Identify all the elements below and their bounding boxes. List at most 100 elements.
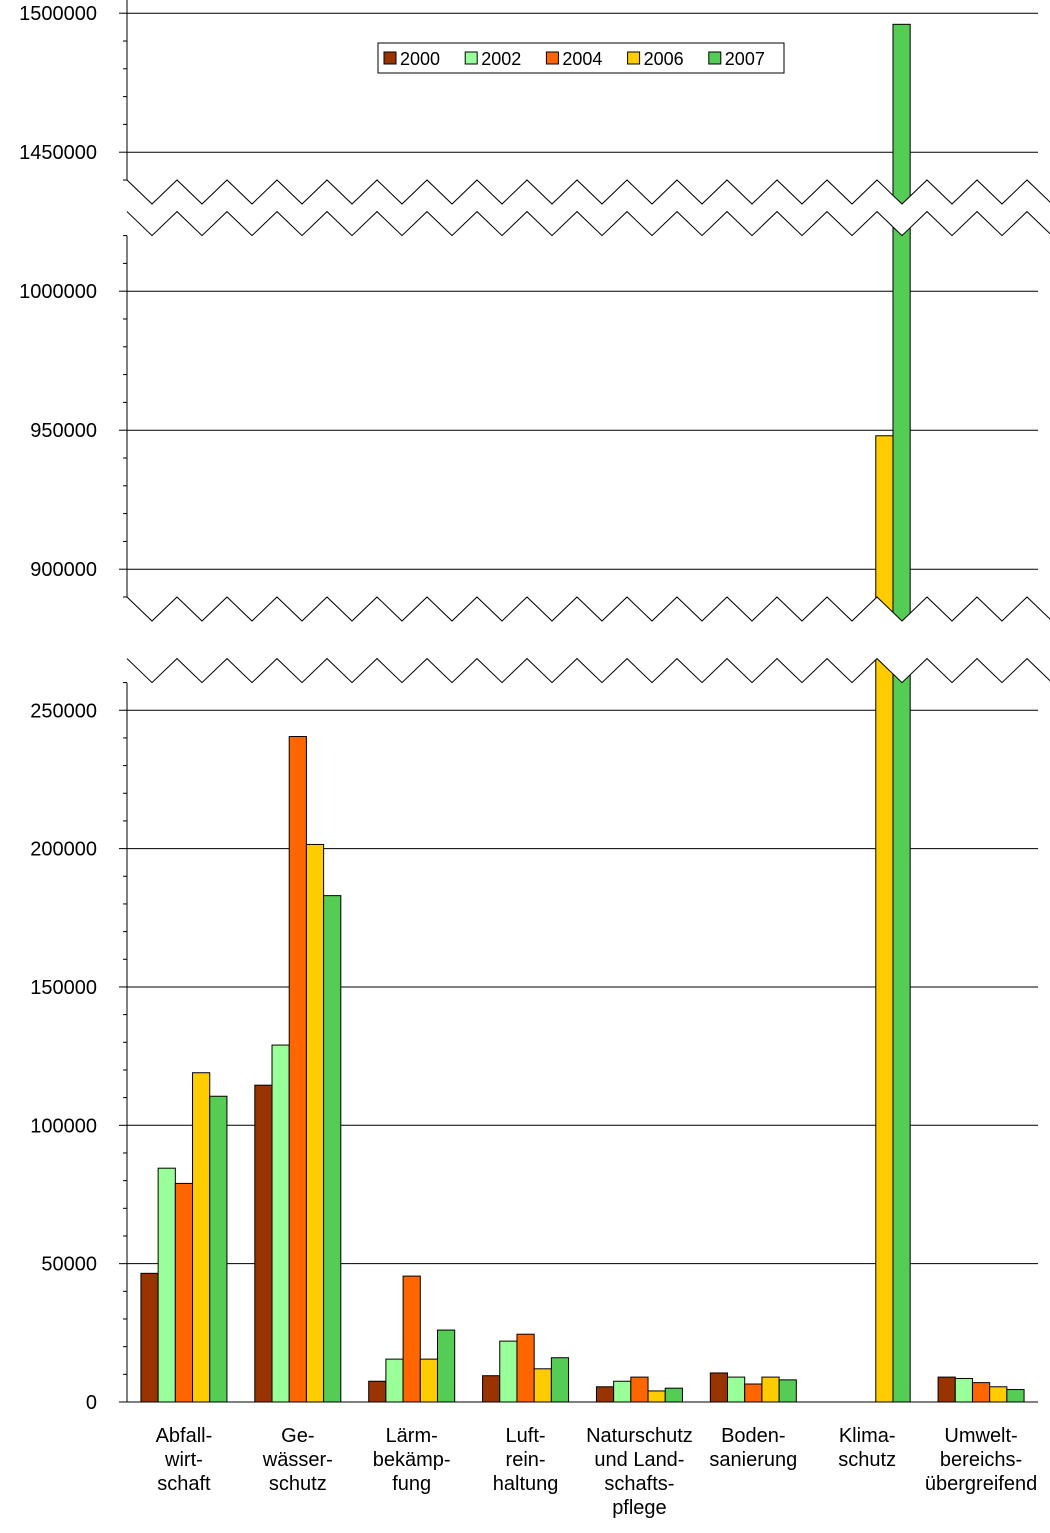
legend-swatch-2000 [383, 51, 397, 65]
category-label-line: wirt- [164, 1449, 203, 1471]
legend-swatch-2002 [464, 51, 478, 65]
y-tick-label: 950000 [30, 420, 97, 442]
bar-2007 [1006, 1389, 1025, 1403]
category-label-line: schutz [838, 1449, 896, 1471]
legend-swatch-2004 [545, 51, 559, 65]
legend-label: 2004 [562, 49, 602, 69]
bar-2007 [892, 23, 911, 1403]
bar-2002 [499, 1340, 518, 1403]
y-tick-label: 0 [86, 1392, 97, 1414]
bar-2007 [778, 1379, 797, 1403]
axis-break-line [126, 210, 1050, 237]
bar-2006 [305, 843, 325, 1403]
category-label-line: Umwelt- [944, 1425, 1017, 1447]
y-tick-label: 900000 [30, 559, 97, 581]
bar-2004 [516, 1333, 535, 1403]
bar-2006 [419, 1358, 438, 1403]
bar-2004 [744, 1383, 763, 1403]
category-label-line: Lärm- [386, 1425, 438, 1447]
category-label-line: rein- [506, 1449, 546, 1471]
axis-break-line [126, 179, 1050, 205]
axis-break-line [126, 657, 1050, 684]
category-label-line: sanierung [709, 1449, 797, 1471]
legend-label: 2007 [725, 49, 765, 69]
category-label-line: wässer- [262, 1449, 333, 1471]
bar-2000 [709, 1372, 729, 1403]
bar-2000 [368, 1380, 387, 1403]
y-tick-label: 100000 [30, 1115, 97, 1137]
category-label-line: Boden- [721, 1425, 786, 1447]
category-label-line: pflege [612, 1497, 667, 1519]
bar-2007 [550, 1357, 570, 1403]
bar-2002 [157, 1167, 176, 1403]
bar-2006 [875, 435, 894, 1403]
category-label-line: übergreifend [925, 1473, 1037, 1495]
category-label-line: und Land- [594, 1449, 684, 1471]
y-tick-label: 200000 [30, 839, 97, 861]
bar-2004 [971, 1382, 991, 1403]
category-label: Ge-wässer-schutz [262, 1425, 333, 1495]
bar-2007 [209, 1095, 228, 1403]
category-label-line: bereichs- [940, 1449, 1022, 1471]
category-label-line: haltung [493, 1473, 559, 1495]
axis-break-markers [126, 179, 1050, 684]
bar-2000 [937, 1376, 956, 1403]
category-label-line: Abfall- [156, 1425, 213, 1447]
bars [140, 23, 1025, 1403]
bar-2004 [288, 736, 307, 1403]
category-label-line: Naturschutz [586, 1425, 693, 1447]
bar-2000 [140, 1272, 159, 1403]
category-label-line: schutz [269, 1473, 327, 1495]
legend-label: 2002 [481, 49, 521, 69]
bar-2002 [613, 1380, 632, 1403]
category-label-line: schaft [157, 1473, 211, 1495]
axis-break-band [127, 597, 1050, 683]
legend-swatch-2007 [708, 51, 722, 65]
bar-2000 [595, 1386, 615, 1403]
bar-2000 [254, 1084, 273, 1403]
bar-2006 [647, 1390, 666, 1403]
category-label: Abfall-wirt-schaft [156, 1425, 213, 1495]
bar-2007 [664, 1387, 683, 1403]
category-label-line: schafts- [604, 1473, 674, 1495]
bar-2006 [761, 1376, 780, 1403]
category-label: Klima-schutz [838, 1425, 896, 1471]
bar-2004 [174, 1182, 194, 1403]
category-label: Naturschutz und Land-schafts-pflege [586, 1425, 693, 1519]
axis-labels: 0 50000 100000 150000 200000 250000 900000 9500… [19, 3, 1037, 1519]
y-tick-label: 50000 [41, 1254, 97, 1276]
bar-2002 [385, 1358, 404, 1403]
legend: 2000 2002 2004 2006 2007 [377, 42, 785, 74]
legend-label: 2000 [400, 49, 440, 69]
category-label: Lärm-bekämp-fung [373, 1425, 451, 1495]
bar-2002 [271, 1044, 290, 1403]
bar-2004 [630, 1376, 649, 1403]
y-tick-label: 150000 [30, 977, 97, 999]
category-label-line: Ge- [281, 1425, 314, 1447]
category-label-line: bekämp- [373, 1449, 451, 1471]
legend-label: 2006 [644, 49, 684, 69]
category-label-line: fung [392, 1473, 431, 1495]
bar-2007 [436, 1329, 456, 1403]
category-label: Umwelt-bereichs-übergreifend [925, 1425, 1037, 1495]
bar-2002 [727, 1376, 746, 1403]
bar-2004 [402, 1275, 421, 1403]
y-tick-label: 1450000 [19, 142, 97, 164]
bar-2002 [954, 1377, 973, 1403]
bar-2006 [989, 1386, 1008, 1403]
bar-2007 [323, 895, 342, 1403]
y-tick-label: 1000000 [19, 281, 97, 303]
bar-2006 [533, 1368, 552, 1403]
category-label-line: Luft- [506, 1425, 546, 1447]
legend-swatch-2006 [627, 51, 641, 65]
bar-2000 [482, 1375, 501, 1403]
category-label: Boden-sanierung [709, 1425, 797, 1471]
category-label-line: Klima- [839, 1425, 896, 1447]
category-label: Luft-rein-haltung [493, 1425, 559, 1495]
axis-break-line [126, 596, 1050, 622]
y-tick-label: 1500000 [19, 3, 97, 25]
axis-break-band [127, 180, 1050, 236]
y-tick-label: 250000 [30, 700, 97, 722]
bar-2006 [192, 1072, 211, 1403]
